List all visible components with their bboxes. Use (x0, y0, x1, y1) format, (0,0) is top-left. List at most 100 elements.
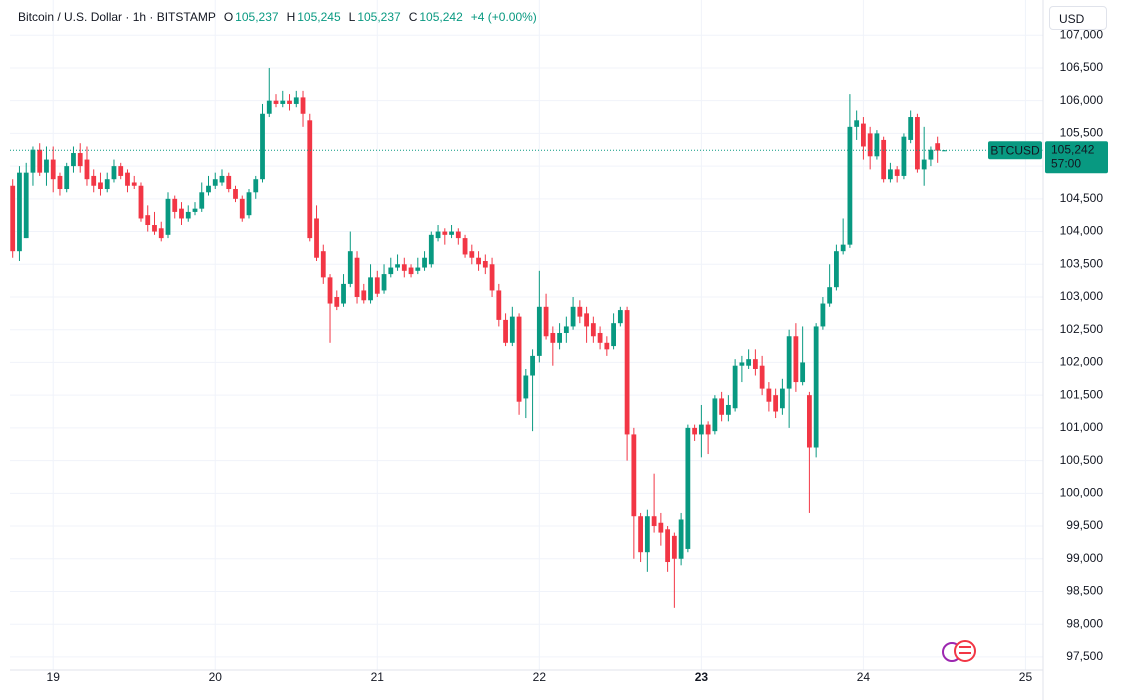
candle-body (226, 175, 232, 190)
candle-body (469, 251, 475, 258)
ohlc-key: L (348, 10, 356, 24)
candle-body (476, 257, 481, 265)
candle-body (665, 529, 671, 563)
candle-body (77, 153, 83, 167)
candle-body (341, 283, 346, 304)
candle-body (698, 424, 704, 435)
candle-body (314, 218, 319, 258)
candle-body (793, 336, 799, 383)
candle-body (631, 434, 637, 517)
candle-body (617, 310, 623, 324)
candle-body (935, 143, 941, 151)
candle-body (482, 261, 488, 268)
ohlc-value: 105,237 (357, 10, 401, 24)
candle-body (388, 267, 394, 275)
candle-body (125, 172, 130, 186)
candle-body (260, 113, 265, 180)
candle-body (773, 395, 779, 412)
candle-body (179, 208, 184, 219)
y-tick-label: 99,000 (1066, 551, 1103, 565)
candle-body (658, 522, 664, 533)
candle-body (624, 310, 630, 435)
candle-body (50, 159, 56, 180)
candle-body (847, 126, 853, 245)
y-tick-label: 99,500 (1066, 518, 1103, 532)
y-tick-label: 107,000 (1060, 27, 1104, 41)
ohlc-key: O (223, 10, 234, 24)
candle-body (638, 516, 644, 553)
candle-body (233, 189, 238, 199)
candle-body (118, 166, 124, 176)
candle-body (401, 264, 407, 271)
candle-body (111, 166, 117, 180)
candle-body (928, 149, 934, 160)
candle-body (37, 149, 43, 173)
candle-body (462, 238, 468, 255)
candle-body (901, 136, 907, 176)
y-tick-label: 105,500 (1060, 126, 1104, 140)
grid (10, 0, 1043, 670)
candle-body (145, 215, 151, 226)
candle-body (496, 290, 502, 320)
candle-body (131, 182, 137, 186)
candle-body (516, 316, 522, 402)
candle-body (206, 185, 211, 193)
candle-body (395, 264, 400, 268)
candle-body (921, 159, 927, 170)
candle-body (732, 365, 738, 409)
candle-body (563, 326, 569, 333)
x-tick-label: 25 (1019, 670, 1033, 684)
candle-body (719, 398, 725, 415)
candle-body (557, 332, 562, 343)
candle-body (300, 97, 306, 114)
ohlc-key: H (286, 10, 296, 24)
candle-body (813, 326, 819, 448)
y-tick-label: 103,500 (1060, 256, 1104, 270)
candle-body (915, 117, 920, 170)
candle-body (64, 166, 70, 190)
candle-body (253, 179, 259, 193)
candle-body (273, 100, 279, 104)
candle-body (23, 172, 29, 239)
candle-body (523, 375, 529, 399)
candle-body (712, 398, 718, 432)
candle-body (894, 169, 900, 176)
candle-body (840, 244, 846, 252)
candle-body (806, 395, 812, 448)
ohlc-value: 105,242 (419, 10, 463, 24)
candle-body (138, 185, 144, 219)
x-tick-label: 24 (857, 670, 871, 684)
candle-body (590, 323, 596, 337)
x-tick-label: 23 (695, 670, 709, 684)
logo-flag (954, 640, 976, 662)
candle-body (550, 332, 556, 343)
candle-body (739, 362, 745, 366)
x-tick-label: 21 (371, 670, 385, 684)
logo (942, 640, 976, 662)
x-tick-label: 19 (47, 670, 61, 684)
candle-body (759, 365, 765, 389)
candle-body (644, 516, 650, 553)
candle-body (530, 355, 535, 376)
candle-body (881, 139, 887, 180)
candle-body (942, 150, 947, 152)
currency-button[interactable]: USD (1049, 6, 1107, 30)
candle-body (104, 179, 110, 190)
candle-body (455, 231, 461, 239)
y-tick-label: 100,500 (1060, 453, 1104, 467)
candle-body (334, 296, 340, 307)
candle-body (820, 303, 826, 327)
y-tick-label: 100,000 (1060, 485, 1104, 499)
candle-body (489, 264, 495, 291)
logo-stripe (959, 646, 971, 648)
candle-body (611, 323, 616, 347)
candle-body (307, 120, 313, 239)
x-tick-label: 20 (209, 670, 223, 684)
candle-body (584, 313, 589, 327)
change: +4 (+0.00%) (470, 10, 537, 24)
candle-body (239, 198, 245, 219)
candle-body (422, 257, 427, 268)
y-tick-label: 106,000 (1060, 93, 1104, 107)
y-tick-label: 104,500 (1060, 191, 1104, 205)
